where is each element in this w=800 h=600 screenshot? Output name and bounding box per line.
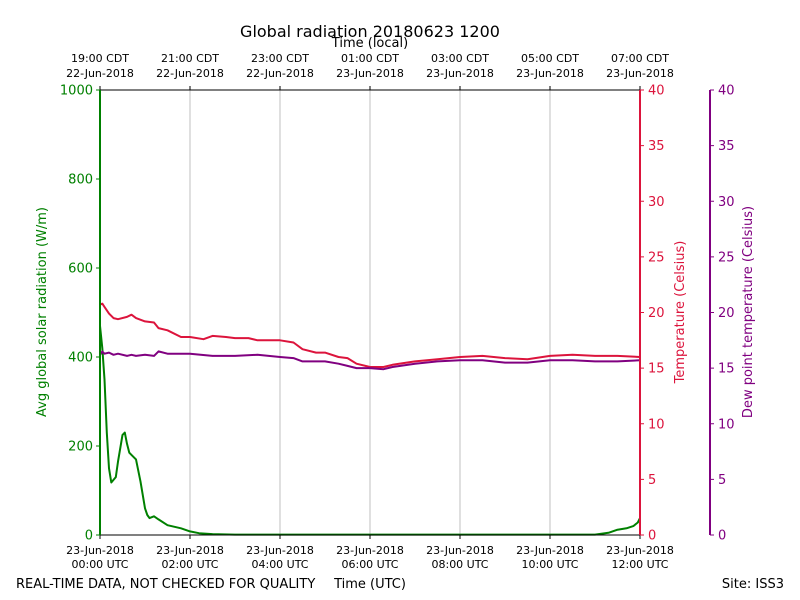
x-tick-label-date-3: 23-Jun-2018 [336,544,404,557]
footer-right: Site: ISS3 [722,577,784,592]
x-tick-label-date-6: 23-Jun-2018 [606,544,674,557]
x-tick-label-time-2: 04:00 UTC [251,558,308,571]
dewpoint-tick-label-4: 20 [718,306,735,321]
top-tick-label-time-0: 19:00 CDT [71,52,129,65]
temperature-tick-label-6: 30 [648,195,665,210]
dewpoint-tick-label-6: 30 [718,195,735,210]
temperature-series-line [99,302,641,368]
temperature-tick-label-3: 15 [648,362,665,377]
dewpoint-tick-label-8: 40 [718,84,735,99]
temperature-tick-label-1: 5 [648,473,656,488]
top-tick-label-time-6: 07:00 CDT [611,52,669,65]
top-tick-label-time-1: 21:00 CDT [161,52,219,65]
footer-left: REAL-TIME DATA, NOT CHECKED FOR QUALITY [16,577,315,592]
top-axis-title: Time (local) [331,36,408,51]
dewpoint-tick-label-0: 0 [718,529,726,544]
chart-title: Global radiation 20180623 1200 [240,22,500,41]
top-tick-label-date-6: 23-Jun-2018 [606,67,674,80]
x-tick-label-date-1: 23-Jun-2018 [156,544,224,557]
x-tick-label-time-5: 10:00 UTC [521,558,578,571]
x-tick-label-date-5: 23-Jun-2018 [516,544,584,557]
top-tick-label-time-5: 05:00 CDT [521,52,579,65]
dewpoint-tick-label-1: 5 [718,473,726,488]
grid [189,90,551,535]
radiation-tick-label-4: 800 [68,173,93,188]
temperature-tick-label-8: 40 [648,84,665,99]
radiation-tick-label-3: 600 [68,262,93,277]
top-tick-label-date-2: 22-Jun-2018 [246,67,314,80]
x-tick-label-time-1: 02:00 UTC [161,558,218,571]
top-tick-label-date-1: 22-Jun-2018 [156,67,224,80]
temperature-tick-label-7: 35 [648,139,665,154]
temperature-axis-label: Temperature (Celsius) [673,241,688,385]
temperature-tick-label-5: 25 [648,250,665,265]
top-tick-label-date-3: 23-Jun-2018 [336,67,404,80]
dewpoint-tick-label-5: 25 [718,250,735,265]
x-tick-label-time-0: 00:00 UTC [71,558,128,571]
radiation-tick-label-0: 0 [85,529,93,544]
top-tick-label-time-2: 23:00 CDT [251,52,309,65]
dewpoint-tick-label-7: 35 [718,139,735,154]
dewpoint-axis-label: Dew point temperature (Celsius) [741,206,756,418]
top-tick-label-time-3: 01:00 CDT [341,52,399,65]
dewpoint-tick-label-3: 15 [718,362,735,377]
x-tick-label-time-4: 08:00 UTC [431,558,488,571]
x-tick-label-date-4: 23-Jun-2018 [426,544,494,557]
top-tick-label-date-0: 22-Jun-2018 [66,67,134,80]
top-tick-label-date-4: 23-Jun-2018 [426,67,494,80]
dewpoint-series-line [99,350,641,371]
bottom-axis-title: Time (UTC) [333,577,406,592]
x-tick-label-time-3: 06:00 UTC [341,558,398,571]
radiation-tick-label-1: 200 [68,440,93,455]
temperature-tick-label-2: 10 [648,417,665,432]
radiation-axis-label: Avg global solar radiation (W/m) [35,207,50,417]
x-tick-label-date-2: 23-Jun-2018 [246,544,314,557]
x-tick-label-time-6: 12:00 UTC [611,558,668,571]
top-tick-label-date-5: 23-Jun-2018 [516,67,584,80]
temperature-tick-label-0: 0 [648,529,656,544]
dewpoint-tick-label-2: 10 [718,417,735,432]
x-tick-label-date-0: 23-Jun-2018 [66,544,134,557]
radiation-tick-label-5: 1000 [60,84,93,99]
radiation-tick-label-2: 400 [68,351,93,366]
temperature-tick-label-4: 20 [648,306,665,321]
top-tick-label-time-4: 03:00 CDT [431,52,489,65]
